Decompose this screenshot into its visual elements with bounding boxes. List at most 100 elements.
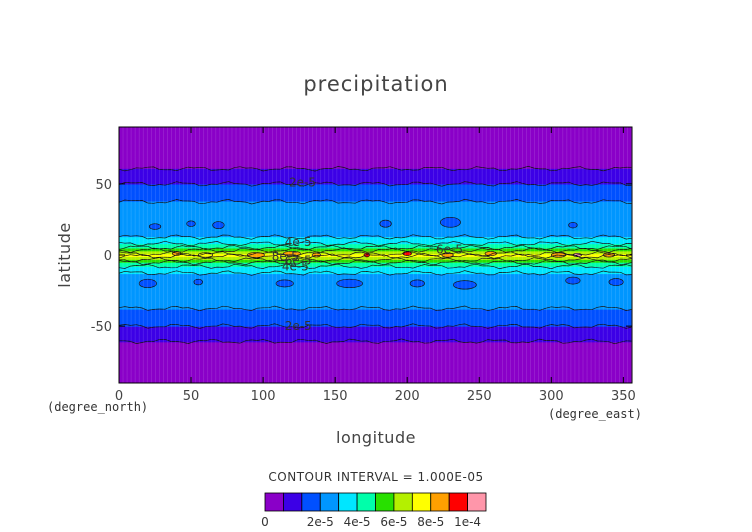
x-tick-label: 300 bbox=[539, 389, 564, 404]
contour-band bbox=[119, 277, 632, 280]
contour-blob bbox=[608, 278, 624, 286]
contour-band bbox=[119, 227, 632, 230]
contour-label: 2e-5 bbox=[285, 319, 312, 333]
contour-band bbox=[119, 351, 632, 354]
contour-band bbox=[119, 262, 632, 265]
contour-band bbox=[119, 326, 632, 329]
contour-blob bbox=[275, 279, 294, 288]
contour-band bbox=[119, 319, 632, 322]
contour-band bbox=[119, 289, 632, 292]
contour-band bbox=[119, 320, 632, 323]
contour-band bbox=[119, 212, 632, 215]
contour-blob bbox=[409, 279, 425, 288]
contour-band bbox=[119, 139, 632, 142]
contour-band bbox=[119, 220, 632, 223]
contour-blobs bbox=[138, 216, 624, 290]
colorbar-swatch bbox=[264, 492, 284, 512]
colorbar-tick-label: 0 bbox=[261, 515, 269, 529]
contour-band bbox=[119, 269, 632, 272]
contour-band bbox=[119, 317, 632, 320]
contour-band bbox=[119, 374, 632, 377]
contour-band bbox=[119, 185, 632, 188]
contour-band bbox=[119, 257, 632, 260]
contour-interval-text: CONTOUR INTERVAL = 1.000E-05 bbox=[268, 470, 483, 484]
plot-area bbox=[119, 127, 632, 383]
contour-band bbox=[119, 340, 632, 343]
colorbar-tick-label: 4e-5 bbox=[344, 515, 371, 529]
contour-band bbox=[119, 303, 632, 306]
contour-band bbox=[119, 189, 632, 192]
colorbar-tick-label: 8e-5 bbox=[417, 515, 444, 529]
x-unit-label: (degree_east) bbox=[548, 407, 642, 421]
contour-band bbox=[119, 149, 632, 152]
contour-band bbox=[119, 129, 632, 132]
contour-band bbox=[119, 353, 632, 356]
contour-band bbox=[119, 280, 632, 283]
contour-blob bbox=[439, 216, 461, 228]
contour-band bbox=[119, 311, 632, 314]
contour-band bbox=[119, 264, 632, 267]
colorbar-tick-label: 6e-5 bbox=[380, 515, 407, 529]
contour-band bbox=[119, 357, 632, 360]
contour-band bbox=[119, 338, 632, 341]
contour-band bbox=[119, 182, 632, 185]
contour-band bbox=[119, 181, 632, 184]
contour-band bbox=[119, 307, 632, 310]
contour-band bbox=[119, 310, 632, 313]
contour-band bbox=[119, 151, 632, 154]
contour-band bbox=[119, 240, 632, 243]
contour-labels: 2e-54e-56e-58e-56e-54e-52e-5 bbox=[272, 175, 463, 333]
contour-blob bbox=[212, 221, 225, 230]
contour-line bbox=[119, 234, 632, 240]
contour-band bbox=[119, 216, 632, 219]
y-axis-ticks: -50 0 50 bbox=[91, 178, 632, 335]
contour-band bbox=[119, 284, 632, 287]
contour-band bbox=[119, 132, 632, 135]
contour-band bbox=[119, 161, 632, 164]
contour-band bbox=[119, 282, 632, 285]
contour-band bbox=[119, 255, 632, 258]
contour-band bbox=[119, 196, 632, 199]
contour-band bbox=[119, 210, 632, 213]
contour-lines bbox=[119, 165, 632, 345]
contour-band bbox=[119, 263, 632, 266]
contour-band bbox=[119, 287, 632, 290]
contour-band bbox=[119, 146, 632, 149]
y-unit-label: (degree_north) bbox=[47, 400, 148, 414]
contour-band bbox=[119, 144, 632, 147]
contour-band bbox=[119, 191, 632, 194]
x-tick-label: 0 bbox=[115, 389, 123, 404]
contour-line bbox=[119, 253, 632, 259]
contour-band bbox=[119, 237, 632, 240]
contour-line bbox=[119, 244, 632, 251]
contour-band bbox=[119, 168, 632, 171]
contour-band bbox=[119, 296, 632, 299]
contour-band bbox=[119, 205, 632, 208]
y-tick-label: 50 bbox=[95, 178, 112, 193]
contour-band bbox=[119, 333, 632, 336]
contour-line bbox=[119, 251, 632, 257]
contour-label: 6e-5 bbox=[436, 242, 463, 256]
contour-blob bbox=[336, 278, 363, 289]
contour-band bbox=[119, 377, 632, 380]
contour-band bbox=[119, 300, 632, 303]
contour-band bbox=[119, 371, 632, 374]
contour-band bbox=[119, 127, 632, 130]
contour-blob bbox=[379, 219, 392, 228]
contour-label: 8e-5 bbox=[272, 249, 299, 263]
contour-band bbox=[119, 276, 632, 279]
colorbar-swatch bbox=[411, 492, 432, 512]
x-axis-ticks: 0 50 100 150 200 250 300 350 bbox=[115, 127, 636, 404]
contour-band bbox=[119, 290, 632, 293]
contour-band bbox=[119, 367, 632, 370]
contour-band bbox=[119, 208, 632, 211]
colorbar-swatch bbox=[356, 492, 376, 512]
contour-line bbox=[119, 198, 632, 205]
x-tick-label: 50 bbox=[183, 389, 200, 404]
colorbar-swatch bbox=[338, 492, 358, 512]
contour-band bbox=[119, 246, 632, 249]
contour-blob bbox=[246, 252, 265, 258]
contour-band bbox=[119, 247, 632, 250]
x-tick-label: 250 bbox=[467, 389, 492, 404]
contour-band bbox=[119, 202, 632, 205]
